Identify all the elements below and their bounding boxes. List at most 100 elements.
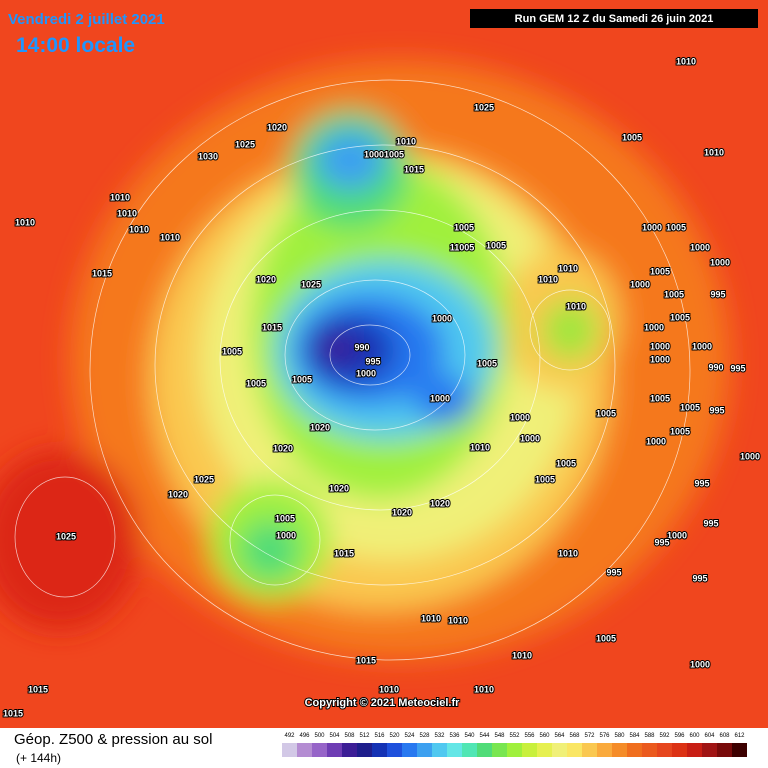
scale-label: 524 (404, 733, 415, 739)
scale-swatch (492, 743, 507, 757)
scale-swatch (462, 743, 477, 757)
scale-swatch (597, 743, 612, 757)
scale-swatch (627, 743, 642, 757)
scale-label: 612 (734, 733, 745, 739)
pressure-label: 1020 (392, 507, 412, 517)
pressure-label: 1005 (222, 346, 242, 356)
scale-label: 512 (359, 733, 370, 739)
pressure-label: 995 (703, 518, 718, 528)
scale-label: 492 (284, 733, 295, 739)
scale-label: 536 (449, 733, 460, 739)
scale-label: 608 (719, 733, 730, 739)
pressure-label: 995 (694, 478, 709, 488)
scale-swatch (672, 743, 687, 757)
scale-label: 592 (659, 733, 670, 739)
pressure-label: 1000 (276, 530, 296, 540)
pressure-label: 1010 (396, 136, 416, 146)
pressure-label: 1015 (3, 708, 23, 718)
pressure-label: 1000 (690, 659, 710, 669)
pressure-label: 1020 (256, 274, 276, 284)
color-scale: 492 496 500 504 508 512 516 520 524 528 532 536 540 5… (282, 733, 747, 757)
pressure-label: 1010 (379, 684, 399, 694)
pressure-label: 1015 (356, 655, 376, 665)
scale-swatch (537, 743, 552, 757)
pressure-label: 1005 (650, 266, 670, 276)
pressure-label: 1015 (262, 322, 282, 332)
scale-swatch (327, 743, 342, 757)
scale-swatch (582, 743, 597, 757)
scale-swatch (522, 743, 537, 757)
pressure-label: 1005 (596, 633, 616, 643)
pressure-label: 1015 (28, 684, 48, 694)
pressure-label: 1010 (512, 650, 532, 660)
pressure-label: 1005 (246, 378, 266, 388)
pressure-label: 995 (654, 537, 669, 547)
pressure-label: 1020 (168, 489, 188, 499)
scale-swatch (552, 743, 567, 757)
scale-label: 576 (599, 733, 610, 739)
pressure-label: 1010 (129, 224, 149, 234)
pressure-label: 1005 (670, 426, 690, 436)
scale-swatch (702, 743, 717, 757)
scale-label: 556 (524, 733, 535, 739)
scale-swatch (732, 743, 747, 757)
pressure-label: 1005 (666, 222, 686, 232)
scale-label: 580 (614, 733, 625, 739)
pressure-label: 1000 (650, 341, 670, 351)
scale-swatch (357, 743, 372, 757)
scale-label: 572 (584, 733, 595, 739)
pressure-label: 995 (710, 289, 725, 299)
pressure-label: 1005 (650, 393, 670, 403)
pressure-label: 1020 (267, 122, 287, 132)
pressure-label: 1000 (740, 451, 760, 461)
pressure-label: 1000 (510, 412, 530, 422)
pressure-label: 990 (354, 342, 369, 352)
pressure-label: 1005 (680, 402, 700, 412)
pressure-label: 1010 (474, 684, 494, 694)
pressure-label: 1005 (486, 240, 506, 250)
pressure-label: 1010 (15, 217, 35, 227)
pressure-label: 1015 (334, 548, 354, 558)
pressure-label: 990 (708, 362, 723, 372)
pressure-label: 1010 (676, 56, 696, 66)
pressure-label: 1005 (535, 474, 555, 484)
pressure-label: 1020 (273, 443, 293, 453)
run-info: Run GEM 12 Z du Samedi 26 juin 2021 (515, 13, 714, 25)
scale-swatch (432, 743, 447, 757)
pressure-label: 1020 (310, 422, 330, 432)
scale-label: 544 (479, 733, 490, 739)
scale-label: 564 (554, 733, 565, 739)
scale-label: 600 (689, 733, 700, 739)
pressure-label: 1010 (566, 301, 586, 311)
pressure-label: 1010 (421, 613, 441, 623)
pressure-label: 1025 (474, 102, 494, 112)
scale-swatch (402, 743, 417, 757)
pressure-label: 1000 (364, 149, 384, 159)
pressure-label: 1025 (235, 139, 255, 149)
pressure-label: 1005 (622, 132, 642, 142)
pressure-label: 1010 (160, 232, 180, 242)
pressure-label: 1000 (430, 393, 450, 403)
pressure-label: 1025 (194, 474, 214, 484)
pressure-label: 1000 (692, 341, 712, 351)
pressure-label: 1010 (117, 208, 137, 218)
scale-label: 508 (344, 733, 355, 739)
pressure-label: 1000 (520, 433, 540, 443)
pressure-label: 1005 (454, 222, 474, 232)
pressure-label: 1015 (404, 164, 424, 174)
scale-label: 552 (509, 733, 520, 739)
pressure-label: 1010 (538, 274, 558, 284)
pressure-label: 1005 (596, 408, 616, 418)
scale-swatch (657, 743, 672, 757)
run-box (470, 9, 758, 28)
scale-swatch (282, 743, 297, 757)
forecast-date: Vendredi 2 juillet 2021 (8, 11, 165, 28)
pressure-label: 1000 (630, 279, 650, 289)
pressure-label: 1005 (384, 149, 404, 159)
scale-swatch (417, 743, 432, 757)
pressure-label: 1000 (644, 322, 664, 332)
copyright: Copyright © 2021 Meteociel.fr (305, 697, 461, 709)
pressure-label: 1010 (470, 442, 490, 452)
scale-label: 540 (464, 733, 475, 739)
